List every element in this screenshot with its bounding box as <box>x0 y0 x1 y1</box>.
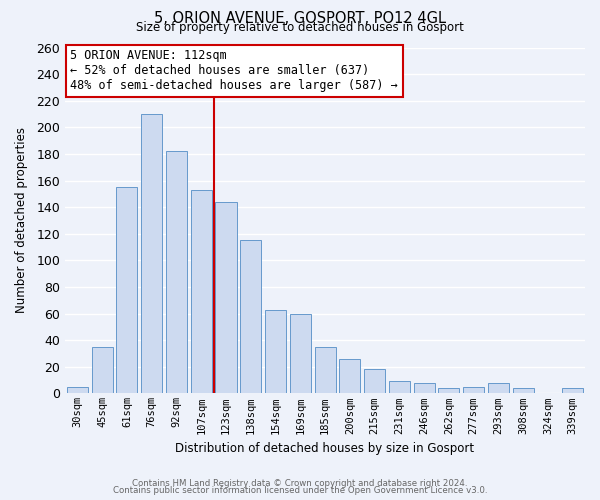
Bar <box>463 386 484 394</box>
Bar <box>265 310 286 394</box>
Bar <box>215 202 236 394</box>
Bar <box>191 190 212 394</box>
Bar <box>166 152 187 394</box>
Bar <box>116 187 137 394</box>
Bar <box>512 388 533 394</box>
Bar <box>240 240 261 394</box>
Bar <box>413 382 434 394</box>
Bar <box>562 388 583 394</box>
Bar <box>290 314 311 394</box>
Bar <box>92 347 113 394</box>
Bar <box>364 370 385 394</box>
Bar <box>141 114 162 394</box>
Text: 5 ORION AVENUE: 112sqm
← 52% of detached houses are smaller (637)
48% of semi-de: 5 ORION AVENUE: 112sqm ← 52% of detached… <box>70 49 398 92</box>
Bar <box>67 386 88 394</box>
Bar <box>314 347 335 394</box>
Text: Contains HM Land Registry data © Crown copyright and database right 2024.: Contains HM Land Registry data © Crown c… <box>132 478 468 488</box>
Text: 5, ORION AVENUE, GOSPORT, PO12 4GL: 5, ORION AVENUE, GOSPORT, PO12 4GL <box>154 11 446 26</box>
Bar <box>339 359 361 394</box>
Text: Size of property relative to detached houses in Gosport: Size of property relative to detached ho… <box>136 22 464 35</box>
Text: Contains public sector information licensed under the Open Government Licence v3: Contains public sector information licen… <box>113 486 487 495</box>
Y-axis label: Number of detached properties: Number of detached properties <box>15 128 28 314</box>
Bar <box>389 382 410 394</box>
Bar <box>439 388 460 394</box>
Bar <box>488 382 509 394</box>
X-axis label: Distribution of detached houses by size in Gosport: Distribution of detached houses by size … <box>175 442 475 455</box>
